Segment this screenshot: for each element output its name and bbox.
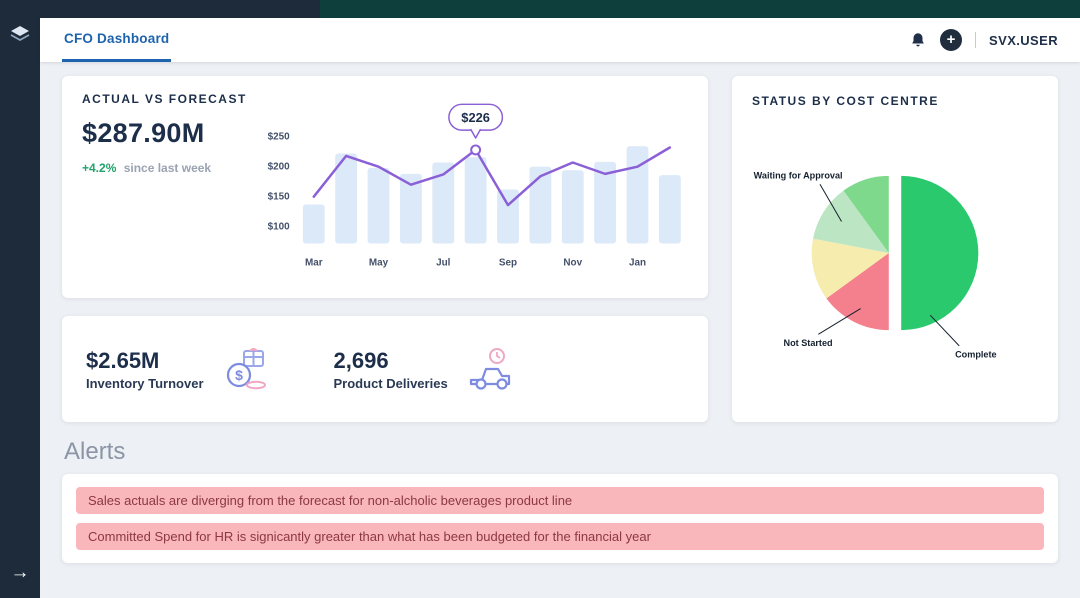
kpi-delta-row: +4.2% since last week: [82, 161, 254, 175]
leader-line-not-started: [818, 308, 861, 335]
app-logo-icon[interactable]: [8, 22, 32, 46]
layers-icon: [10, 26, 30, 42]
svg-text:$100: $100: [268, 221, 291, 232]
pie-annotations: Waiting for Approval Not Started Complet…: [754, 170, 997, 359]
topbar-right: + SVX.USER: [909, 29, 1058, 51]
dollar-glyph: $: [235, 367, 243, 383]
stats-card: $2.65M Inventory Turnover $: [62, 316, 708, 422]
alert-item: Sales actuals are diverging from the for…: [76, 487, 1044, 514]
actual-vs-forecast-chart: $250 $200 $150 $100 Mar May Jul Sep Nov Jan $226: [254, 92, 690, 282]
kpi-column: ACTUAL VS FORECAST $287.90M +4.2% since …: [82, 92, 254, 282]
pie-label-complete: Complete: [955, 349, 997, 359]
sidebar: →: [0, 0, 40, 598]
main-area: CFO Dashboard + SVX.USER: [40, 0, 1080, 598]
dashboard-content: ACTUAL VS FORECAST $287.90M +4.2% since …: [40, 62, 1080, 598]
notifications-bell-icon[interactable]: [909, 31, 927, 49]
svg-text:Sep: Sep: [499, 257, 517, 268]
inventory-turnover-value: $2.65M: [86, 347, 160, 373]
svg-text:$250: $250: [268, 131, 291, 142]
dashboard-grid: ACTUAL VS FORECAST $287.90M +4.2% since …: [62, 76, 1058, 422]
alerts-section-title: Alerts: [64, 438, 126, 465]
top-strip-navy: [40, 0, 320, 18]
topbar-divider: [975, 32, 977, 48]
stat-text: $2.65M Inventory Turnover: [86, 348, 204, 391]
stat-text: 2,696 Product Deliveries: [334, 348, 448, 391]
card-title-status-by-cost-centre: STATUS BY COST CENTRE: [752, 94, 939, 108]
svg-text:Mar: Mar: [305, 257, 323, 268]
inventory-turnover-icon: $: [226, 347, 266, 390]
svg-text:Nov: Nov: [563, 257, 582, 268]
card-title-actual-vs-forecast: ACTUAL VS FORECAST: [82, 92, 247, 106]
alert-item: Committed Spend for HR is signicantly gr…: [76, 523, 1044, 550]
leader-line-complete: [929, 314, 960, 347]
username: SVX.USER: [989, 32, 1058, 48]
kpi-delta: +4.2%: [82, 161, 117, 175]
status-by-cost-centre-card: STATUS BY COST CENTRE Waiting for Approv…: [732, 76, 1058, 422]
alerts-card: Sales actuals are diverging from the for…: [62, 474, 1058, 563]
delivery-truck-icon: [469, 348, 510, 390]
status-pie-chart: Waiting for Approval Not Started Complet…: [752, 112, 1038, 409]
tab-label: CFO Dashboard: [64, 31, 170, 46]
svg-text:May: May: [369, 257, 389, 268]
topbar: CFO Dashboard + SVX.USER: [40, 18, 1080, 62]
add-button[interactable]: +: [940, 29, 963, 51]
inventory-turnover-stat: $2.65M Inventory Turnover $: [86, 345, 270, 393]
svg-text:$226: $226: [461, 110, 490, 125]
product-deliveries-label: Product Deliveries: [333, 375, 448, 391]
leader-line-waiting: [819, 183, 842, 222]
expand-sidebar-arrow-icon[interactable]: →: [10, 562, 30, 583]
kpi-delta-note: since last week: [123, 161, 212, 175]
top-strip: [40, 0, 1080, 18]
product-deliveries-stat: 2,696 Product Deliveries: [334, 345, 514, 393]
right-column: STATUS BY COST CENTRE Waiting for Approv…: [732, 76, 1058, 422]
tab-cfo-dashboard[interactable]: CFO Dashboard: [62, 18, 172, 62]
product-deliveries-value: 2,696: [333, 347, 389, 373]
svg-text:Jul: Jul: [436, 257, 451, 268]
svg-text:$200: $200: [268, 161, 291, 172]
top-strip-teal: [320, 0, 1080, 18]
svg-text:Jan: Jan: [629, 257, 646, 268]
actual-vs-forecast-card: ACTUAL VS FORECAST $287.90M +4.2% since …: [62, 76, 708, 298]
pie-label-waiting-for-approval: Waiting for Approval: [754, 170, 843, 180]
left-column: ACTUAL VS FORECAST $287.90M +4.2% since …: [62, 76, 708, 422]
kpi-value: $287.90M: [82, 118, 205, 148]
pie-label-not-started: Not Started: [784, 338, 833, 348]
inventory-turnover-label: Inventory Turnover: [86, 375, 204, 391]
svg-text:$150: $150: [268, 191, 291, 202]
